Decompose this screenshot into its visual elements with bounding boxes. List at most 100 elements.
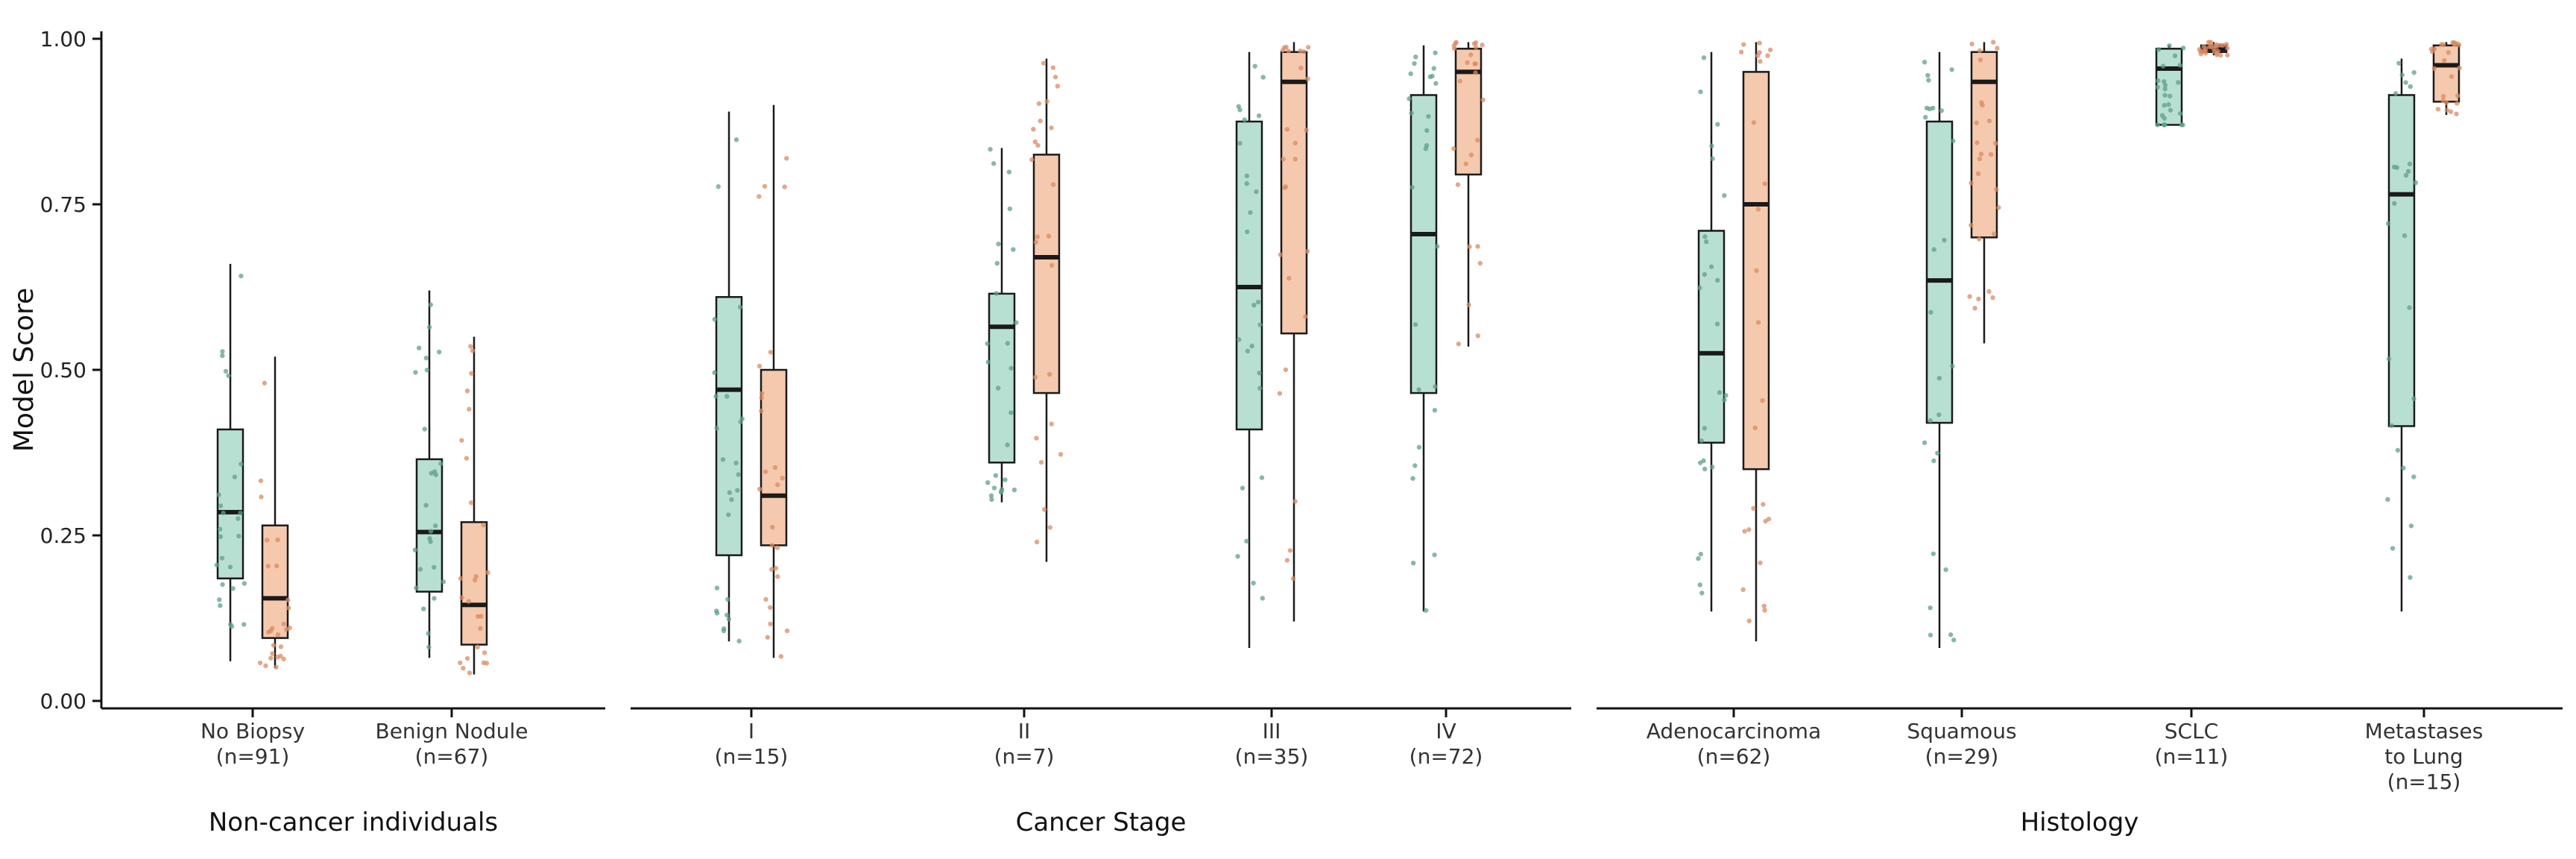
data-point xyxy=(1751,120,1757,125)
data-point xyxy=(1237,107,1243,113)
data-point xyxy=(1008,365,1014,371)
data-point xyxy=(214,562,220,567)
data-point xyxy=(1050,182,1056,187)
y-tick-label: 0.50 xyxy=(40,358,86,383)
data-point xyxy=(2162,83,2168,88)
box xyxy=(1454,48,1483,176)
data-point xyxy=(1005,442,1010,447)
data-point xyxy=(1432,407,1438,413)
data-point xyxy=(1977,236,1982,242)
data-point xyxy=(1244,181,1249,186)
data-point xyxy=(236,533,242,539)
data-point xyxy=(737,304,743,310)
data-point xyxy=(2223,42,2229,47)
y-tick-label: 0.75 xyxy=(40,192,86,217)
data-point xyxy=(1746,527,1752,532)
x-tick-label: (n=72) xyxy=(1409,744,1483,769)
data-point xyxy=(1935,450,1940,456)
data-point xyxy=(2411,69,2416,75)
data-point xyxy=(1277,391,1283,396)
x-tick-label: Benign Nodule xyxy=(376,719,528,743)
data-point xyxy=(218,534,224,539)
data-point xyxy=(1703,239,1709,245)
data-point xyxy=(2396,60,2402,66)
data-point xyxy=(2155,122,2160,128)
data-point xyxy=(1244,229,1250,235)
data-point xyxy=(1762,181,1767,186)
data-point xyxy=(716,184,721,189)
box xyxy=(216,428,244,579)
data-point xyxy=(239,273,244,279)
data-point xyxy=(275,632,281,638)
data-point xyxy=(759,408,764,414)
data-point xyxy=(1427,74,1433,80)
facet-panel xyxy=(1696,40,2462,648)
data-point xyxy=(426,644,432,649)
data-point xyxy=(428,529,434,534)
data-point xyxy=(262,380,268,386)
data-point xyxy=(1708,264,1714,269)
box-series-b xyxy=(757,104,790,659)
data-point xyxy=(1752,425,1758,430)
data-point xyxy=(1463,161,1468,166)
data-point xyxy=(1988,151,1994,157)
data-point xyxy=(1480,97,1486,103)
data-point xyxy=(1969,222,1974,228)
x-tick-label: to Lung xyxy=(2384,744,2463,769)
data-point xyxy=(1722,193,1727,198)
box xyxy=(760,368,788,547)
data-point xyxy=(1033,239,1039,245)
data-point xyxy=(1433,50,1438,56)
data-point xyxy=(2172,53,2178,59)
data-point xyxy=(1991,40,1996,45)
data-point xyxy=(2395,447,2401,453)
data-point xyxy=(2439,42,2444,47)
data-point xyxy=(2431,66,2437,72)
data-point xyxy=(774,545,780,550)
data-point xyxy=(1969,41,1974,47)
data-point xyxy=(2201,44,2206,49)
data-point xyxy=(1412,321,1418,327)
data-point xyxy=(1412,60,1417,66)
data-point xyxy=(1301,49,1307,54)
data-point xyxy=(995,386,1001,391)
data-point xyxy=(1005,341,1010,346)
data-point xyxy=(1762,608,1767,613)
data-point xyxy=(1931,458,1936,464)
data-point xyxy=(1760,397,1765,403)
data-point xyxy=(1697,285,1702,291)
data-point xyxy=(1038,119,1043,124)
data-point xyxy=(1282,185,1287,191)
data-point xyxy=(1248,210,1253,215)
data-point xyxy=(1697,582,1702,588)
data-point xyxy=(221,510,226,516)
data-point xyxy=(458,576,464,581)
data-point xyxy=(2403,80,2408,85)
data-point xyxy=(1755,207,1761,212)
data-point xyxy=(2407,305,2412,310)
data-point xyxy=(1287,275,1292,281)
data-point xyxy=(1758,560,1763,565)
data-point xyxy=(784,156,789,161)
data-point xyxy=(1251,580,1256,586)
data-point xyxy=(2385,497,2390,503)
data-point xyxy=(714,426,719,431)
box xyxy=(2387,94,2416,427)
data-point xyxy=(1709,465,1715,470)
data-point xyxy=(227,564,233,570)
box-series-b xyxy=(1738,40,1773,642)
data-point xyxy=(259,494,264,500)
data-point xyxy=(278,644,284,649)
data-point xyxy=(1996,205,2001,210)
data-point xyxy=(1977,57,1983,63)
facet-label: Cancer Stage xyxy=(1016,808,1187,837)
facet-panel xyxy=(712,40,1486,659)
data-point xyxy=(475,644,480,649)
data-point xyxy=(423,503,429,508)
data-point xyxy=(1257,386,1263,391)
box xyxy=(1925,120,1954,424)
data-point xyxy=(1936,412,1942,418)
data-point xyxy=(2442,57,2447,63)
data-point xyxy=(1047,525,1053,530)
data-point xyxy=(714,611,720,616)
